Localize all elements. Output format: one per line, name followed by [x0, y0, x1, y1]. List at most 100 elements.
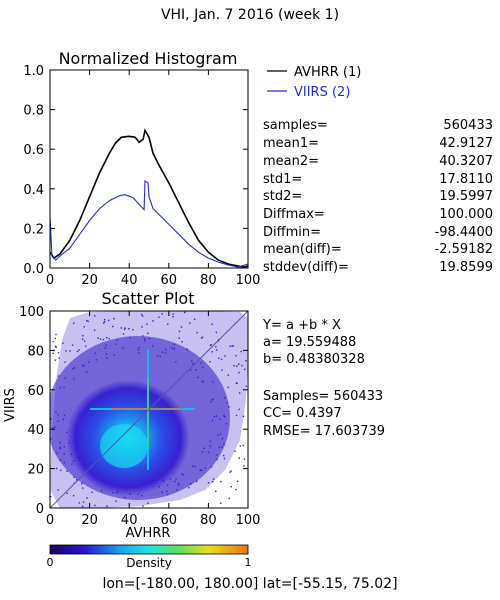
scatter-cc: CC= 0.4397 [263, 406, 342, 421]
scatter-speck [63, 453, 65, 455]
scatter-speck [66, 470, 68, 472]
scatter-speck [63, 386, 65, 389]
scatter-speck [194, 465, 196, 468]
scatter-speck [235, 355, 237, 357]
legend-label-avhrr: AVHRR (1) [294, 65, 361, 80]
scatter-speck [238, 371, 240, 374]
scatter-speck [137, 493, 139, 496]
y-tick-label: 0.8 [23, 104, 44, 119]
scatter-speck [50, 418, 52, 420]
scatter-speck [201, 336, 204, 338]
scatter-speck [204, 467, 207, 469]
scatter-speck [99, 338, 102, 340]
scatter-speck [147, 332, 149, 335]
scatter-speck [66, 431, 68, 434]
x-tick-label: 40 [121, 513, 138, 528]
scatter-speck [148, 338, 150, 340]
scatter-speck [145, 509, 146, 510]
scatter-speck [215, 346, 217, 348]
scatter-speck [117, 490, 119, 493]
scatter-speck [124, 496, 126, 499]
scatter-speck [184, 311, 186, 314]
scatter-speck [33, 377, 34, 378]
scatter-speck [192, 363, 194, 365]
scatter-speck [71, 344, 74, 346]
y-tick-label: 0.6 [23, 143, 44, 158]
stat-value: 19.5997 [439, 189, 493, 204]
scatter-speck [144, 339, 146, 342]
scatter-speck [59, 441, 61, 444]
scatter-speck [21, 391, 22, 392]
scatter-speck [221, 369, 223, 371]
scatter-speck [211, 323, 213, 325]
scatter-speck [64, 377, 66, 379]
scatter-speck [33, 416, 34, 417]
scatter-speck [87, 320, 89, 322]
scatter-speck [65, 350, 67, 352]
scatter-speck [142, 335, 144, 337]
scatter-speck [220, 502, 222, 504]
scatter-speck [32, 369, 33, 370]
y-tick-label: 1.0 [23, 64, 44, 79]
scatter-samples: Samples= 560433 [263, 389, 383, 404]
scatter-speck [83, 326, 85, 328]
scatter-speck [165, 348, 167, 351]
scatter-speck [103, 308, 104, 309]
scatter-speck [54, 359, 56, 361]
scatter-speck [20, 439, 21, 440]
scatter-speck [207, 482, 210, 484]
scatter-speck [64, 361, 66, 363]
scatter-speck [200, 337, 203, 339]
scatter-speck [52, 427, 54, 429]
y-tick-label: 0.2 [23, 222, 44, 237]
y-tick-label: 0 [36, 502, 44, 517]
scatter-speck [73, 367, 75, 369]
scatter-speck [93, 329, 96, 331]
scatter-speck [59, 459, 61, 461]
scatter-speck [39, 375, 40, 376]
scatter-speck [243, 458, 246, 460]
scatter-speck [73, 460, 75, 462]
x-tick-label: 0 [46, 273, 54, 288]
scatter-speck [100, 490, 103, 492]
scatter-speck [201, 380, 203, 382]
scatter-speck [228, 406, 230, 408]
scatter-speck [254, 394, 255, 395]
scatter-speck [122, 333, 125, 335]
stat-value: 19.8599 [439, 260, 493, 275]
scatter-speck [35, 482, 36, 483]
scatter-speck [129, 493, 131, 495]
scatter-speck [200, 362, 202, 364]
fit-b: b= 0.48380328 [263, 352, 365, 367]
scatter-speck [173, 348, 175, 350]
scatter-speck [224, 355, 226, 357]
scatter-speck [164, 352, 167, 354]
scatter-speck [161, 351, 164, 353]
scatter-speck [172, 316, 174, 318]
scatter-speck [239, 392, 241, 394]
scatter-speck [163, 479, 165, 482]
scatter-speck [172, 510, 173, 511]
scatter-speck [122, 347, 124, 349]
scatter-speck [223, 457, 226, 460]
scatter-speck [78, 349, 80, 351]
scatter-speck [173, 343, 176, 346]
scatter-speck [85, 345, 87, 347]
scatter-speck [70, 453, 72, 456]
stat-value: 40.3207 [439, 154, 493, 169]
scatter-speck [68, 442, 70, 444]
scatter-speck [224, 416, 226, 418]
scatter-speck [189, 369, 192, 371]
stat-label: std2= [263, 189, 302, 204]
scatter-speck [94, 315, 96, 317]
scatter-speck [63, 445, 65, 448]
scatter-speck [26, 363, 27, 364]
scatter-speck [176, 489, 178, 491]
scatter-speck [245, 360, 247, 362]
colorbar-max-label: 1 [245, 556, 252, 569]
scatter-speck [94, 352, 97, 354]
scatter-speck [211, 481, 214, 483]
scatter-speck [78, 457, 80, 459]
stat-label: Diffmax= [263, 207, 325, 222]
scatter-speck [238, 363, 240, 365]
